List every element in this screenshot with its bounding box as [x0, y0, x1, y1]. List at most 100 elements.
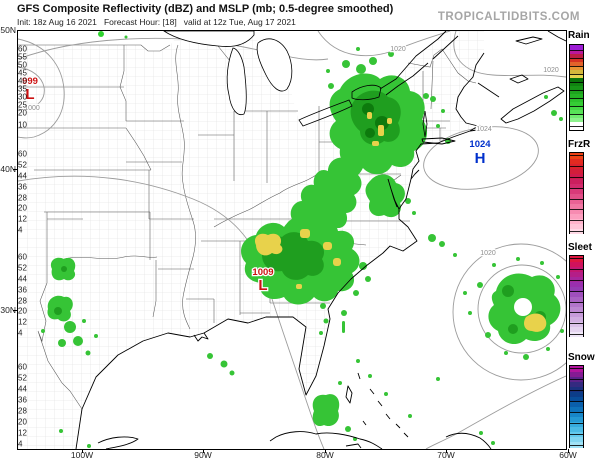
legend-color-segment [570, 117, 583, 123]
tropicaltidbits-watermark: TROPICALTIDBITS.COM [437, 11, 580, 23]
page-title: GFS Composite Reflectivity (dBZ) and MSL… [17, 3, 394, 15]
legend-tick-value: 30 [18, 92, 27, 102]
pressure-value: 1009 [252, 267, 273, 278]
legend-color-segment [570, 93, 583, 99]
legend-color-segment [570, 311, 583, 317]
contour-label: 1020 [543, 67, 559, 74]
low-center-symbol: L [258, 277, 267, 294]
legend-color-segment [570, 105, 583, 111]
legend-tick-line [570, 334, 583, 335]
legend-color-segment [570, 113, 583, 119]
legend-color-segment [570, 163, 583, 169]
legend-tick-value: 28 [18, 296, 27, 306]
legend-color-segment [570, 69, 583, 74]
legend-tick-line [570, 434, 583, 436]
legend-tick-line [570, 106, 583, 108]
legend-tick-line [570, 258, 583, 260]
legend-title-frzr: FrzR [568, 139, 591, 150]
legend-tick-value: 52 [18, 160, 27, 170]
legend-tick-value: 12 [18, 428, 27, 438]
contour-label: 1024 [476, 126, 492, 133]
legend-tick-line [570, 379, 583, 381]
legend-colorbar-snow [569, 365, 584, 448]
legend-color-segment [570, 401, 583, 407]
legend-color-segment [570, 291, 583, 297]
legend-color-segment [570, 416, 583, 423]
legend-tick-value: 50 [18, 60, 27, 70]
legend-tick-value: 45 [18, 68, 27, 78]
init-valid-line: Init: 18z Aug 16 2021 Forecast Hour: [18… [17, 17, 296, 27]
legend-color-segment [570, 173, 583, 179]
legend-color-segment [570, 421, 583, 428]
legend-color-segment [570, 296, 583, 302]
legend-title-sleet: Sleet [568, 242, 592, 253]
legend-tick-line [570, 444, 583, 446]
legend-color-segment [570, 261, 583, 267]
legend-color-segment [570, 178, 583, 184]
legend-tick-line [570, 81, 583, 83]
legend-tick-value: 44 [18, 384, 27, 394]
legend-color-segment [570, 125, 583, 131]
legend-color-segment [570, 213, 583, 219]
contour-label: 1000 [24, 105, 40, 112]
legend-tick-line [570, 155, 583, 157]
lat-label: 50N [0, 25, 16, 35]
legend-tick-line [570, 50, 583, 52]
lat-label: 40N [0, 164, 16, 174]
legend-tick-value: 60 [18, 252, 27, 262]
legend-color-segment [570, 436, 583, 443]
lon-label: 90W [194, 450, 212, 460]
legend-color-segment [570, 53, 583, 58]
legend-color-segment [570, 61, 583, 66]
legend-tick-line [570, 177, 583, 178]
legend-color-segment [570, 89, 583, 95]
legend-tick-value: 36 [18, 285, 27, 295]
legend-tick-value: 52 [18, 373, 27, 383]
legend-tick-value: 20 [18, 203, 27, 213]
legend-tick-line [570, 58, 583, 60]
coastline [75, 30, 567, 450]
legend-color-segment [570, 188, 583, 194]
legend-tick-value: 44 [18, 274, 27, 284]
legend-tick-line [570, 368, 583, 370]
legend-tick-value: 4 [18, 225, 23, 235]
legend-color-segment [570, 426, 583, 433]
legend-color-segment [570, 198, 583, 204]
legend-color-segment [570, 371, 583, 377]
legend-color-segment [570, 121, 583, 127]
legend-color-segment [570, 223, 583, 229]
great-lakes [162, 30, 428, 138]
legend-color-segment [570, 49, 583, 54]
legend-color-segment [570, 97, 583, 103]
legend-tick-line [570, 280, 583, 281]
legend-color-segment [570, 271, 583, 277]
legend-color-segment [570, 168, 583, 174]
legend-tick-value: 25 [18, 100, 27, 110]
lon-label: 80W [316, 450, 334, 460]
legend-tick-line [570, 290, 583, 292]
legend-tick-value: 28 [18, 193, 27, 203]
legend-tick-value: 36 [18, 182, 27, 192]
legend-color-segment [570, 266, 583, 272]
legend-title-snow: Snow [568, 352, 595, 363]
tropical-cyclone [468, 257, 564, 360]
legend-color-segment [570, 276, 583, 282]
legend-tick-value: 55 [18, 52, 27, 62]
legend-tick-line [570, 198, 583, 200]
legend-tick-value: 36 [18, 395, 27, 405]
legend-color-segment [570, 391, 583, 397]
lon-label: 100W [70, 450, 94, 460]
lon-label: 60W [559, 450, 577, 460]
legend-tick-line [570, 66, 583, 68]
legend-colorbar-rain [569, 44, 584, 131]
legend-color-segment [570, 101, 583, 107]
legend-color-segment [570, 109, 583, 115]
legend-color-segment [570, 81, 583, 86]
legend-tick-line [570, 401, 583, 403]
legend-tick-line [570, 231, 583, 232]
high-center-symbol: H [475, 150, 486, 167]
legend-tick-line [570, 74, 583, 76]
